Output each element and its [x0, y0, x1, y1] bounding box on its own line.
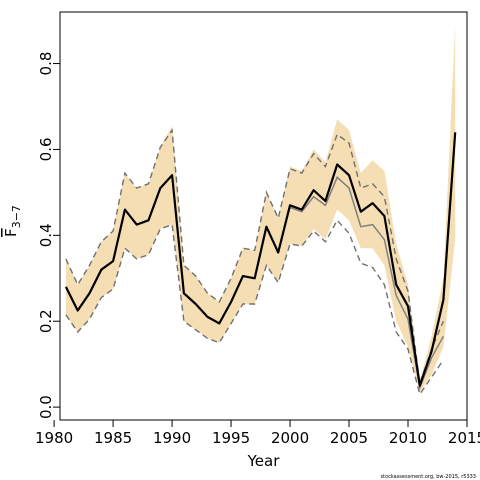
x-tick-label-2000: 2000 — [271, 429, 309, 447]
dashed-series-line-3 — [65, 219, 444, 396]
x-tick-label-1995: 1995 — [212, 429, 250, 447]
credit-text: stockassessment.org, bw-2015, r5333 — [380, 474, 476, 480]
y-tick-label-0: 0.0 — [37, 395, 55, 419]
confidence-band — [65, 24, 456, 393]
y-axis-label-subscript: 3−7 — [10, 205, 23, 228]
x-axis: 1980 1985 1990 1995 2000 2005 2010 2015 — [35, 420, 480, 447]
plot-area — [64, 24, 457, 396]
svg-text:F3−7: F3−7 — [2, 205, 23, 237]
y-tick-label-4: 0.8 — [37, 52, 55, 76]
x-tick-label-1985: 1985 — [94, 429, 132, 447]
x-tick-label-1990: 1990 — [153, 429, 191, 447]
plot-frame — [59, 11, 468, 421]
y-axis-label-main: F — [2, 228, 20, 237]
x-tick-label-2005: 2005 — [330, 429, 368, 447]
x-tick-label-2015: 2015 — [448, 429, 480, 447]
x-axis-label: Year — [247, 452, 281, 470]
x-tick-label-2010: 2010 — [389, 429, 427, 447]
y-axis-label: F3−7 — [2, 205, 23, 237]
y-tick-label-2: 0.4 — [37, 223, 55, 247]
main-series-line — [64, 132, 457, 387]
y-tick-label-1: 0.2 — [37, 309, 55, 333]
x-tick-label-1980: 1980 — [35, 429, 73, 447]
y-tick-label-3: 0.6 — [37, 137, 55, 161]
dashed-series-line-2 — [65, 128, 445, 384]
y-axis: 0.0 0.2 0.4 0.6 0.8 — [37, 52, 60, 419]
